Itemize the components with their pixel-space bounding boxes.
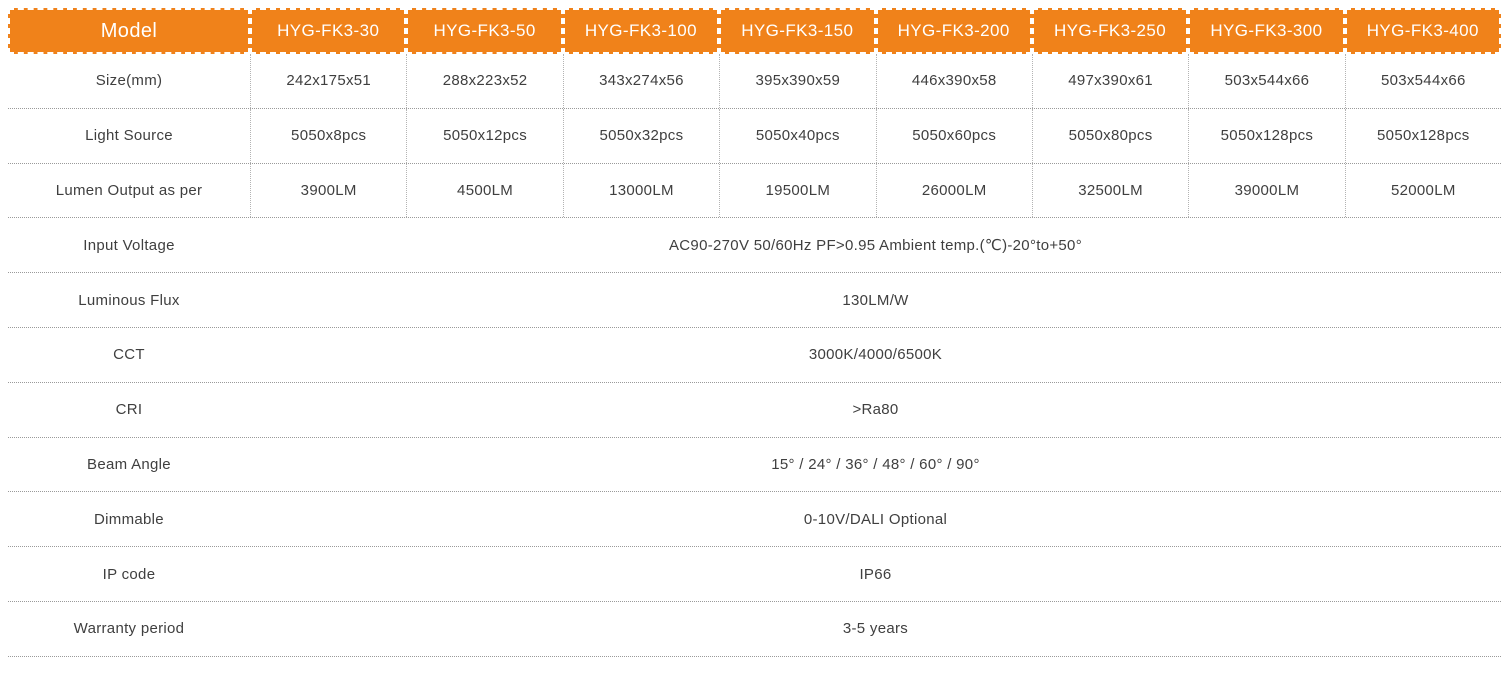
row-label: CRI bbox=[115, 401, 143, 419]
spec-value: 3000K/4000/6500K bbox=[808, 346, 943, 364]
spec-value: 52000LM bbox=[1344, 163, 1501, 218]
table-row-cri: CRI >Ra80 bbox=[8, 382, 1501, 438]
table-row-beam-angle: Beam Angle 15° / 24° / 36° / 48° / 60° /… bbox=[8, 437, 1501, 493]
row-label: Dimmable bbox=[94, 510, 164, 528]
spec-value: 19500LM bbox=[719, 163, 875, 218]
spec-value: 26000LM bbox=[875, 163, 1032, 218]
model-column-header: HYG-FK3-200 bbox=[875, 8, 1032, 54]
row-label: Lumen Output as per bbox=[55, 181, 203, 199]
table-row-luminous-flux: Luminous Flux 130LM/W bbox=[8, 273, 1501, 328]
spec-value: >Ra80 bbox=[852, 401, 899, 419]
model-header-cell: Model bbox=[8, 8, 250, 54]
spec-value: 5050x32pcs bbox=[562, 108, 719, 163]
model-column-header: HYG-FK3-30 bbox=[250, 8, 407, 54]
spec-value: IP66 bbox=[859, 565, 892, 583]
spec-value: 5050x12pcs bbox=[406, 108, 562, 163]
table-header-row: Model HYG-FK3-30 HYG-FK3-50 HYG-FK3-100 … bbox=[8, 8, 1501, 54]
spec-value: 497x390x61 bbox=[1031, 54, 1188, 108]
spec-value: 5050x8pcs bbox=[250, 108, 406, 163]
row-label: Input Voltage bbox=[83, 236, 175, 254]
row-label: IP code bbox=[102, 565, 156, 583]
table-row-size: Size(mm) 242x175x51 288x223x52 343x274x5… bbox=[8, 54, 1501, 109]
row-label: Luminous Flux bbox=[78, 291, 180, 309]
spec-value: 5050x60pcs bbox=[875, 108, 1032, 163]
spec-value: 130LM/W bbox=[842, 291, 909, 309]
table-row-input-voltage: Input Voltage AC90-270V 50/60Hz PF>0.95 … bbox=[8, 218, 1501, 274]
table-row-dimmable: Dimmable 0-10V/DALI Optional bbox=[8, 492, 1501, 548]
model-column-header: HYG-FK3-250 bbox=[1031, 8, 1189, 54]
table-row-cct: CCT 3000K/4000/6500K bbox=[8, 327, 1501, 383]
spec-value: 13000LM bbox=[562, 163, 719, 218]
model-column-header: HYG-FK3-300 bbox=[1188, 8, 1345, 54]
spec-value: 3900LM bbox=[250, 163, 406, 218]
table-row-lumen-output: Lumen Output as per 3900LM 4500LM 13000L… bbox=[8, 163, 1501, 219]
row-label: Warranty period bbox=[73, 620, 185, 638]
model-column-header: HYG-FK3-400 bbox=[1344, 8, 1501, 54]
row-label: CCT bbox=[113, 346, 145, 364]
row-label: Light Source bbox=[85, 127, 173, 145]
spec-value: 32500LM bbox=[1031, 163, 1188, 218]
model-column-header: HYG-FK3-150 bbox=[719, 8, 876, 54]
row-label: Size(mm) bbox=[95, 72, 163, 90]
spec-value: 288x223x52 bbox=[406, 54, 562, 108]
product-spec-table: Model HYG-FK3-30 HYG-FK3-50 HYG-FK3-100 … bbox=[8, 8, 1501, 657]
table-row-ip-code: IP code IP66 bbox=[8, 547, 1501, 602]
spec-value: 15° / 24° / 36° / 48° / 60° / 90° bbox=[771, 455, 980, 473]
model-column-header: HYG-FK3-100 bbox=[562, 8, 720, 54]
table-row-light-source: Light Source 5050x8pcs 5050x12pcs 5050x3… bbox=[8, 108, 1501, 164]
spec-value: 395x390x59 bbox=[719, 54, 875, 108]
spec-value: 503x544x66 bbox=[1188, 54, 1344, 108]
spec-value: AC90-270V 50/60Hz PF>0.95 Ambient temp.(… bbox=[669, 237, 1082, 255]
model-column-header: HYG-FK3-50 bbox=[406, 8, 563, 54]
spec-value: 5050x128pcs bbox=[1344, 108, 1501, 163]
spec-value: 5050x40pcs bbox=[719, 108, 875, 163]
spec-value: 5050x128pcs bbox=[1188, 108, 1344, 163]
spec-value: 446x390x58 bbox=[875, 54, 1032, 108]
spec-value: 39000LM bbox=[1188, 163, 1344, 218]
spec-value: 3-5 years bbox=[842, 620, 909, 638]
spec-value: 503x544x66 bbox=[1344, 54, 1501, 108]
row-label: Beam Angle bbox=[87, 455, 171, 473]
table-row-warranty: Warranty period 3-5 years bbox=[8, 601, 1501, 657]
spec-value: 343x274x56 bbox=[562, 54, 719, 108]
spec-value: 0-10V/DALI Optional bbox=[803, 510, 948, 528]
spec-value: 4500LM bbox=[406, 163, 562, 218]
spec-value: 242x175x51 bbox=[250, 54, 406, 108]
spec-value: 5050x80pcs bbox=[1031, 108, 1188, 163]
